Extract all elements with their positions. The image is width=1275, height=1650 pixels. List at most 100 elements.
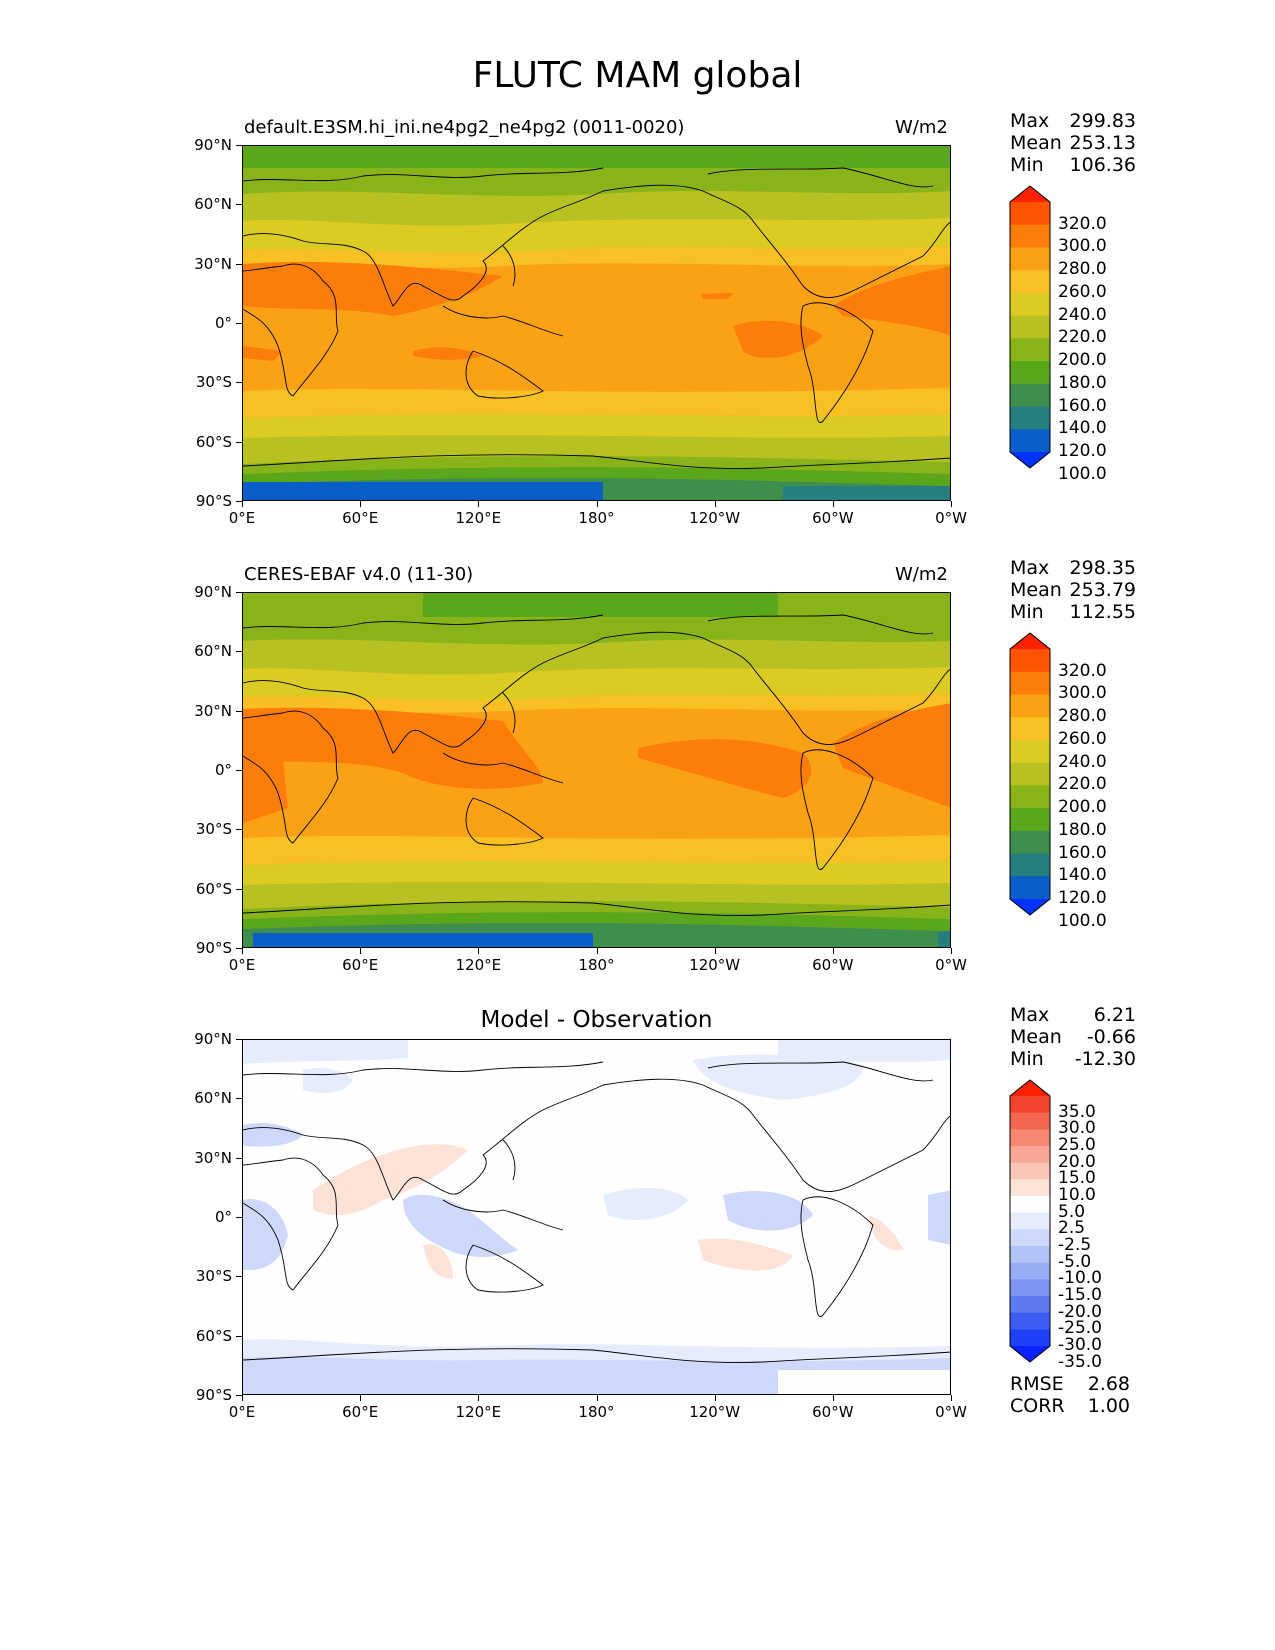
colorbar-segment [1010, 876, 1050, 900]
lat-tick-label: 0° [214, 314, 232, 332]
colorbar-tick-label: -5.0 [1058, 1251, 1092, 1272]
lat-tick-mark [236, 1098, 242, 1100]
colorbar-outline [1009, 632, 1051, 916]
colorbar-min-extension [1010, 1346, 1050, 1362]
colorbar-tick-label: 30.0 [1058, 1118, 1096, 1139]
panel3-title: Model - Observation [480, 1007, 713, 1033]
colorbar-segment [1010, 694, 1050, 718]
lon-tick-mark [360, 501, 362, 507]
lon-tick-label: 120°E [455, 509, 502, 527]
colorbar-tick-label: 100.0 [1058, 910, 1107, 931]
colorbar-segment [1010, 383, 1050, 408]
colorbar-segment [1010, 1262, 1050, 1280]
lon-tick-label: 60°W [812, 509, 854, 527]
colorbar-tick-label: 160.0 [1058, 842, 1107, 863]
lat-tick-label: 0° [214, 761, 232, 779]
metric-key: RMSE [1010, 1373, 1064, 1395]
lon-tick-mark [478, 1395, 480, 1401]
lon-tick-label: 60°E [342, 1403, 379, 1421]
lat-tick-mark [236, 651, 242, 653]
colorbar-segment [1010, 1112, 1050, 1130]
lon-tick-label: 120°E [455, 1403, 502, 1421]
lon-tick-mark [951, 1395, 952, 1401]
stat-key: Mean [1010, 132, 1062, 154]
lon-tick-label: 180° [578, 509, 615, 527]
colorbar-tick-label: 180.0 [1058, 819, 1107, 840]
colorbar-tick-label: -10.0 [1058, 1268, 1102, 1289]
stat-row: Max 298.35 [1010, 557, 1136, 579]
lon-tick-mark [596, 501, 598, 507]
panel1-field [243, 146, 950, 500]
colorbar-max-extension [1010, 186, 1050, 202]
colorbar-tick-label: 160.0 [1058, 395, 1107, 416]
stat-row: Mean 253.79 [1010, 579, 1136, 601]
colorbar-segment [1010, 224, 1050, 248]
stat-row: Min 106.36 [1010, 154, 1136, 176]
metric-value: 1.00 [1087, 1395, 1130, 1417]
lat-tick-label: 90°S [195, 492, 232, 510]
panel1-label: default.E3SM.hi_ini.ne4pg2_ne4pg2 (0011-… [244, 117, 685, 138]
panel1-map [242, 145, 951, 501]
lon-tick-label: 60°E [342, 509, 379, 527]
metric-row: CORR 1.00 [1010, 1395, 1130, 1417]
colorbar-outline [1009, 185, 1051, 469]
metric-value: 2.68 [1087, 1373, 1130, 1395]
lat-tick-label: 60°S [195, 1326, 232, 1345]
panel3-map [242, 1039, 951, 1395]
lon-tick-label: 180° [578, 1403, 615, 1421]
lon-tick-mark [242, 948, 243, 954]
lat-tick-label: 30°N [194, 701, 232, 720]
colorbar-tick-label: 140.0 [1058, 865, 1107, 886]
colorbar-min-extension [1010, 899, 1050, 915]
lon-tick-label: 120°E [455, 956, 502, 974]
stat-row: Max 6.21 [1010, 1004, 1136, 1026]
lon-tick-mark [951, 501, 952, 507]
colorbar-segment [1010, 1096, 1050, 1114]
colorbar-tick-label: 200.0 [1058, 350, 1107, 371]
colorbar-tick-label: 320.0 [1058, 660, 1107, 681]
lat-tick-mark [236, 1335, 242, 1337]
lat-tick-mark [236, 1217, 242, 1218]
stat-value: -12.30 [1074, 1048, 1136, 1070]
lat-tick-label: 60°S [195, 432, 232, 451]
lat-tick-mark [236, 441, 242, 443]
colorbar-segment [1010, 361, 1050, 385]
lat-tick-label: 60°N [194, 195, 232, 214]
lat-tick-mark [236, 501, 242, 502]
lat-tick-label: 30°N [194, 254, 232, 273]
lon-tick-mark [478, 948, 480, 954]
stat-row: Min 112.55 [1010, 601, 1136, 623]
colorbar-segment [1010, 739, 1050, 764]
lon-tick-label: 120°W [689, 956, 741, 974]
colorbar-segment [1010, 671, 1050, 695]
stat-value: -0.66 [1086, 1026, 1136, 1048]
lat-tick-label: 90°S [195, 939, 232, 957]
colorbar-tick-label: 2.5 [1058, 1218, 1086, 1239]
stat-key: Mean [1010, 1026, 1062, 1048]
lat-tick-mark [236, 263, 242, 265]
colorbar-tick-label: 35.0 [1058, 1101, 1096, 1122]
colorbar-outline [1009, 1079, 1051, 1363]
colorbar-tick-label: -30.0 [1058, 1335, 1102, 1355]
colorbar-tick-label: 180.0 [1058, 372, 1107, 393]
lon-tick-label: 120°W [689, 509, 741, 527]
colorbar-segment [1010, 830, 1050, 855]
colorbar-segment [1010, 406, 1050, 430]
colorbar-segment [1010, 1229, 1050, 1247]
lon-tick-label: 60°W [812, 1403, 854, 1421]
colorbar-max-extension [1010, 633, 1050, 649]
colorbar-segment [1010, 247, 1050, 271]
lon-tick-mark [832, 948, 834, 954]
colorbar-segment [1010, 1212, 1050, 1230]
lon-tick-mark [242, 501, 243, 507]
lon-tick-label: 0°W [935, 1403, 967, 1421]
colorbar-tick-label: -15.0 [1058, 1285, 1102, 1305]
metrics-box: RMSE 2.68 CORR 1.00 [1010, 1373, 1130, 1417]
metric-key: CORR [1010, 1395, 1065, 1417]
colorbar-tick-label: -20.0 [1058, 1301, 1102, 1322]
lat-tick-label: 90°N [194, 136, 232, 154]
lat-tick-mark [236, 204, 242, 206]
colorbar-tick-label: 300.0 [1058, 683, 1107, 704]
lon-tick-label: 180° [578, 956, 615, 974]
colorbar-segment [1010, 270, 1050, 294]
